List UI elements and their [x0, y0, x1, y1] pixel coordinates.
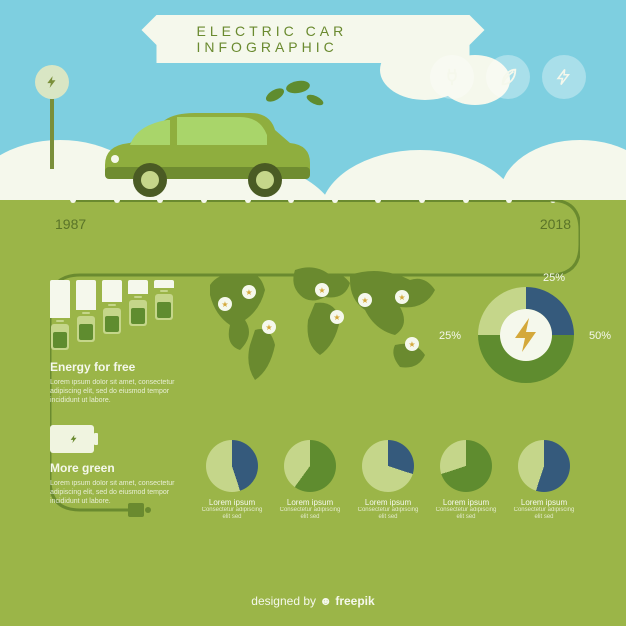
map-marker-star: ★	[218, 297, 232, 311]
mini-pie-title: Lorem ipsum	[521, 498, 567, 507]
mini-pie-row: Lorem ipsum Consectetur adipiscing elit …	[200, 440, 596, 521]
map-marker-star: ★	[262, 320, 276, 334]
mini-pie-desc: Consectetur adipiscing elit sed	[356, 507, 420, 521]
battery-bar	[128, 280, 148, 350]
more-title: More green	[50, 461, 200, 475]
mini-pie-title: Lorem ipsum	[443, 498, 489, 507]
mini-pie-title: Lorem ipsum	[209, 498, 255, 507]
freepik-logo-icon: ☻	[319, 594, 335, 608]
more-desc: Lorem ipsum dolor sit amet, consectetur …	[50, 479, 200, 506]
footer-prefix: designed by	[251, 594, 319, 608]
header-icon-row	[430, 55, 586, 99]
donut-segment-label: 50%	[589, 330, 611, 342]
timeline-dot	[245, 197, 251, 203]
mini-pie-chart: Lorem ipsum Consectetur adipiscing elit …	[278, 440, 342, 521]
mini-pie-desc: Consectetur adipiscing elit sed	[434, 507, 498, 521]
world-map: ★★★★★★★★	[200, 255, 450, 395]
timeline	[70, 200, 556, 202]
mini-pie-chart: Lorem ipsum Consectetur adipiscing elit …	[512, 440, 576, 521]
plug-icon	[430, 55, 474, 99]
timeline-dot	[463, 197, 469, 203]
page-title-banner: ELECTRIC CAR INFOGRAPHIC	[157, 15, 470, 63]
map-marker-star: ★	[395, 290, 409, 304]
timeline-dot	[201, 197, 207, 203]
battery-bar	[76, 280, 96, 350]
sign-pole	[50, 99, 54, 169]
mini-pie-chart: Lorem ipsum Consectetur adipiscing elit …	[200, 440, 264, 521]
mini-pie-chart: Lorem ipsum Consectetur adipiscing elit …	[356, 440, 420, 521]
timeline-dot	[157, 197, 163, 203]
timeline-dot	[375, 197, 381, 203]
donut-segment-label: 25%	[439, 330, 461, 342]
map-marker-star: ★	[405, 337, 419, 351]
mini-pie-desc: Consectetur adipiscing elit sed	[200, 507, 264, 521]
main-donut-chart: 25%50%25%	[471, 280, 581, 390]
more-green-section: More green Lorem ipsum dolor sit amet, c…	[50, 425, 200, 506]
mini-pie-title: Lorem ipsum	[365, 498, 411, 507]
battery-bar-chart	[50, 280, 200, 350]
sign-head	[35, 65, 69, 99]
timeline-end-year: 2018	[540, 216, 571, 232]
mini-pie-chart: Lorem ipsum Consectetur adipiscing elit …	[434, 440, 498, 521]
leaf-icon	[486, 55, 530, 99]
battery-bar	[154, 280, 174, 350]
energy-desc: Lorem ipsum dolor sit amet, consectetur …	[50, 378, 200, 405]
bolt-icon	[542, 55, 586, 99]
battery-icon	[50, 425, 94, 453]
map-marker-star: ★	[358, 293, 372, 307]
donut-segment-label: 25%	[543, 272, 565, 284]
electric-car	[95, 105, 315, 195]
timeline-dot	[288, 197, 294, 203]
timeline-start-year: 1987	[55, 216, 86, 232]
timeline-dot	[550, 197, 556, 203]
page-title: ELECTRIC CAR INFOGRAPHIC	[197, 23, 348, 55]
timeline-dot	[114, 197, 120, 203]
energy-section: Energy for free Lorem ipsum dolor sit am…	[50, 280, 200, 405]
timeline-dot	[70, 197, 76, 203]
mini-pie-title: Lorem ipsum	[287, 498, 333, 507]
charging-sign	[35, 65, 69, 169]
footer-credit: designed by ☻ freepik	[0, 594, 626, 608]
map-marker-star: ★	[330, 310, 344, 324]
map-marker-star: ★	[242, 285, 256, 299]
timeline-dot	[332, 197, 338, 203]
battery-bar	[50, 280, 70, 350]
energy-title: Energy for free	[50, 360, 200, 374]
map-marker-star: ★	[315, 283, 329, 297]
mini-pie-desc: Consectetur adipiscing elit sed	[278, 507, 342, 521]
timeline-dot	[419, 197, 425, 203]
mini-pie-desc: Consectetur adipiscing elit sed	[512, 507, 576, 521]
battery-bar	[102, 280, 122, 350]
footer-brand: freepik	[335, 594, 374, 608]
timeline-dot	[506, 197, 512, 203]
